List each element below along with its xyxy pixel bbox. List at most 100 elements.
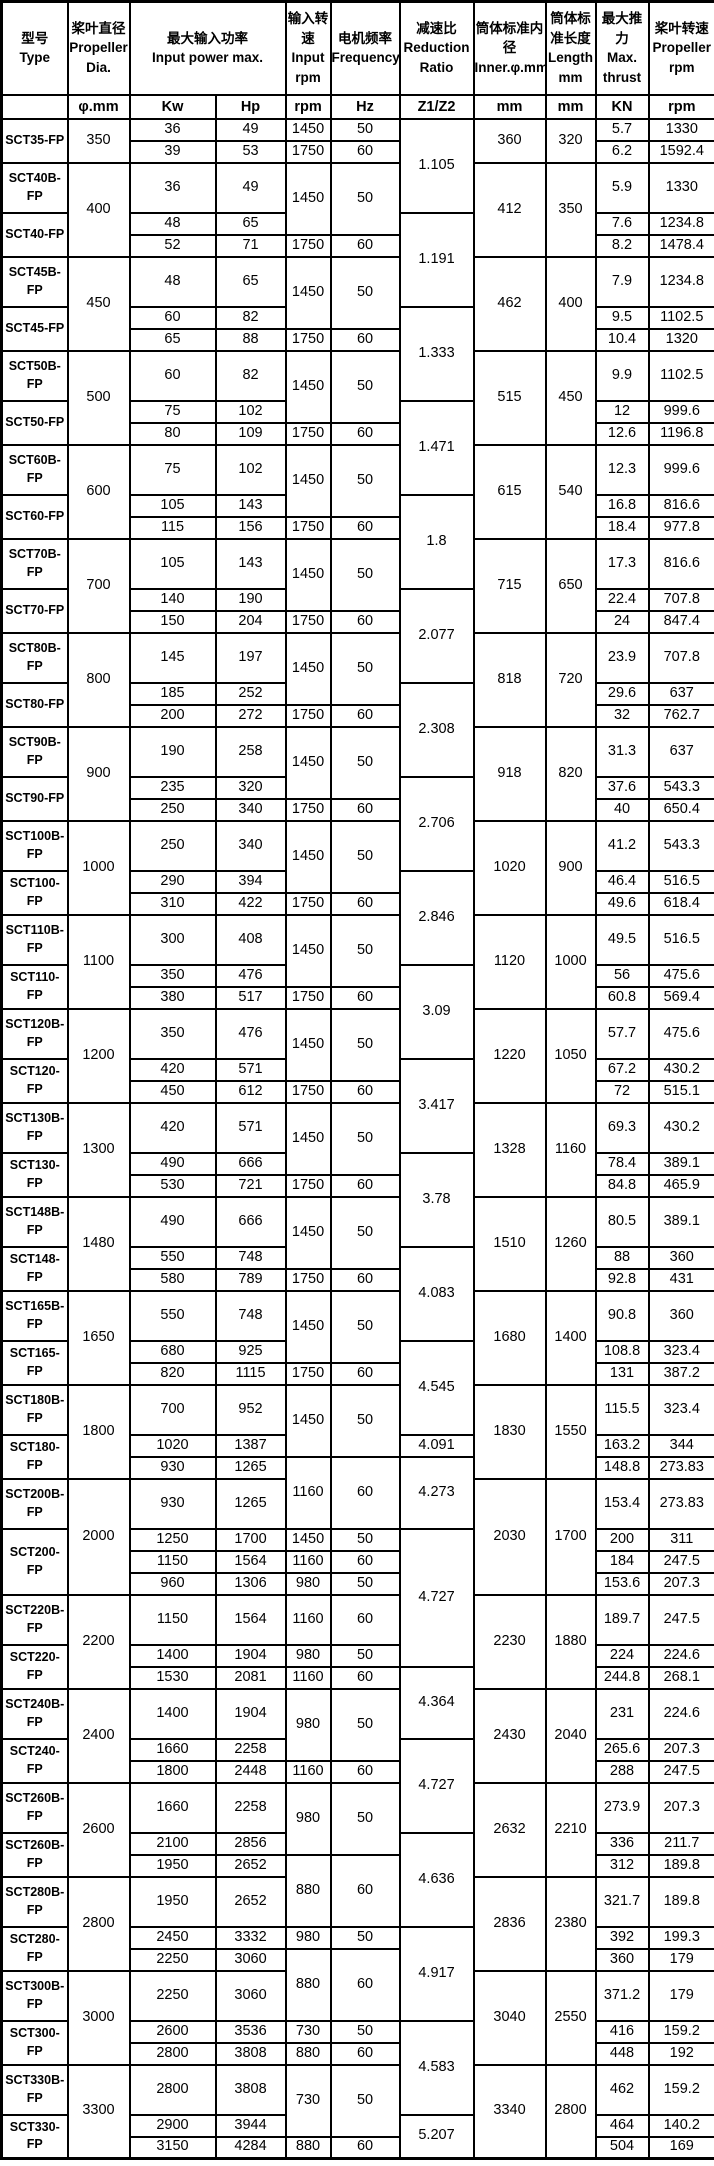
value-cell: 880 [284, 2135, 332, 2160]
value-cell: 4.917 [398, 1925, 475, 2022]
value-cell: 666 [214, 1195, 287, 1248]
value-cell: 2250 [128, 1947, 217, 1972]
value-cell: 50 [329, 1101, 401, 1176]
value-cell: 389.1 [647, 1151, 714, 1176]
value-cell: 543.3 [647, 775, 714, 800]
value-cell: 1480 [66, 1195, 131, 1292]
header-reduction-ratio-en: Reduction Ratio [403, 40, 470, 76]
value-cell: 50 [329, 913, 401, 988]
value-cell: 980 [284, 1781, 332, 1856]
value-cell: 1660 [128, 1737, 217, 1762]
value-cell: 273.83 [647, 1477, 714, 1530]
value-cell: 3.78 [398, 1151, 475, 1248]
value-cell: 247.5 [647, 1759, 714, 1784]
value-cell: 464 [594, 2113, 650, 2138]
value-cell: 50 [329, 819, 401, 894]
value-cell: 140.2 [647, 2113, 714, 2138]
table-row: 2800 3808 880 60 448 192 [2, 2041, 714, 2066]
header-type: 型号 Type [0, 0, 69, 96]
header-inner-dia-en: Inner.φ.mm [474, 60, 546, 76]
value-cell: 244.8 [594, 1665, 650, 1690]
value-cell: 252 [214, 681, 287, 706]
value-cell: 2100 [128, 1831, 217, 1856]
value-cell: 60 [329, 891, 401, 916]
value-cell: 90.8 [594, 1289, 650, 1342]
table-row: SCT200-FP 1250 1700 1450 50 4.727 200 311 [0, 1527, 714, 1668]
table-row: 580 789 1750 60 92.8 431 [2, 1267, 714, 1292]
model-cell: SCT260B-FP [0, 1781, 69, 1834]
value-cell: 320 [544, 117, 597, 164]
model-cell: SCT70B-FP [0, 537, 69, 590]
value-cell: 1510 [472, 1195, 547, 1292]
table-row: SCT200B-FP 2000 930 1265 2030 1700 153.4 273.83 [0, 1477, 714, 1596]
model-cell: SCT80-FP [0, 681, 69, 728]
table-row: 52 71 1750 60 8.2 1478.4 [2, 233, 714, 258]
value-cell: 925 [214, 1339, 287, 1364]
unit-kn: KN [594, 93, 650, 120]
value-cell: 60 [329, 703, 401, 728]
header-propeller-dia-en: Propeller Dia. [69, 40, 128, 76]
table-row: SCT148B-FP 1480 490 666 1450 50 1510 1260 80.5 38… [0, 1195, 714, 1292]
value-cell: 247.5 [647, 1549, 714, 1574]
value-cell: 571 [214, 1057, 287, 1082]
value-cell: 2400 [66, 1687, 131, 1784]
model-cell: SCT165-FP [0, 1339, 69, 1386]
value-cell: 4.636 [398, 1831, 475, 1928]
value-cell: 615 [472, 443, 547, 540]
value-cell: 2652 [214, 1875, 287, 1928]
value-cell: 4.727 [398, 1527, 475, 1668]
value-cell: 1234.8 [647, 211, 714, 236]
value-cell: 476 [214, 1007, 287, 1060]
value-cell: 880 [284, 1947, 332, 2022]
table-row: SCT330B-FP 3300 2800 3808 730 50 3340 2800 462 15… [0, 2063, 714, 2160]
value-cell: 1478.4 [647, 233, 714, 258]
value-cell: 980 [284, 1687, 332, 1762]
model-cell: SCT120-FP [0, 1057, 69, 1104]
value-cell: 312 [594, 1853, 650, 1878]
value-cell: 207.3 [647, 1737, 714, 1762]
table-row: 200 272 1750 60 32 762.7 [2, 703, 714, 728]
table-row: SCT180-FP 1020 1387 4.091 163.2 344 [0, 1433, 714, 1480]
model-cell: SCT148B-FP [0, 1195, 69, 1248]
value-cell: 918 [472, 725, 547, 822]
model-cell: SCT60B-FP [0, 443, 69, 496]
value-cell: 115.5 [594, 1383, 650, 1436]
value-cell: 231 [594, 1687, 650, 1740]
value-cell: 818 [472, 631, 547, 728]
table-row: SCT220-FP 1400 1904 980 50 224 224.6 [0, 1643, 714, 1690]
value-cell: 3060 [214, 1947, 287, 1972]
value-cell: 3944 [214, 2113, 287, 2138]
model-cell: SCT45-FP [0, 305, 69, 352]
model-cell: SCT60-FP [0, 493, 69, 540]
value-cell: 450 [544, 349, 597, 446]
value-cell: 323.4 [647, 1383, 714, 1436]
value-cell: 387.2 [647, 1361, 714, 1386]
value-cell: 462 [472, 255, 547, 352]
value-cell: 1.333 [398, 305, 475, 402]
value-cell: 49.6 [594, 891, 650, 916]
value-cell: 3300 [66, 2063, 131, 2160]
value-cell: 336 [594, 1831, 650, 1856]
value-cell: 2652 [214, 1853, 287, 1878]
model-cell: SCT280B-FP [0, 1875, 69, 1928]
model-cell: SCT40-FP [0, 211, 69, 258]
table-row: SCT90B-FP 900 190 258 1450 50 918 820 31.3 637 [0, 725, 714, 822]
value-cell: 268.1 [647, 1665, 714, 1690]
value-cell: 60 [329, 797, 401, 822]
header-frequency-zh: 电机频率 [338, 30, 393, 46]
value-cell: 17.3 [594, 537, 650, 590]
value-cell: 131 [594, 1361, 650, 1386]
table-row: SCT220B-FP 2200 1150 1564 1160 60 2230 1880 189.… [0, 1593, 714, 1690]
table-row: SCT60-FP 105 143 1.8 16.8 816.6 [0, 493, 714, 590]
value-cell: 82 [214, 305, 287, 330]
value-cell: 192 [647, 2041, 714, 2066]
value-cell: 1265 [214, 1477, 287, 1530]
value-cell: 816.6 [647, 537, 714, 590]
value-cell: 169 [647, 2135, 714, 2160]
value-cell: 1750 [284, 421, 332, 446]
header-input-power-zh: 最大输入功率 [167, 30, 248, 46]
table-row: SCT100-FP 290 394 2.846 46.4 516.5 [0, 869, 714, 966]
value-cell: 569.4 [647, 985, 714, 1010]
value-cell: 2836 [472, 1875, 547, 1972]
